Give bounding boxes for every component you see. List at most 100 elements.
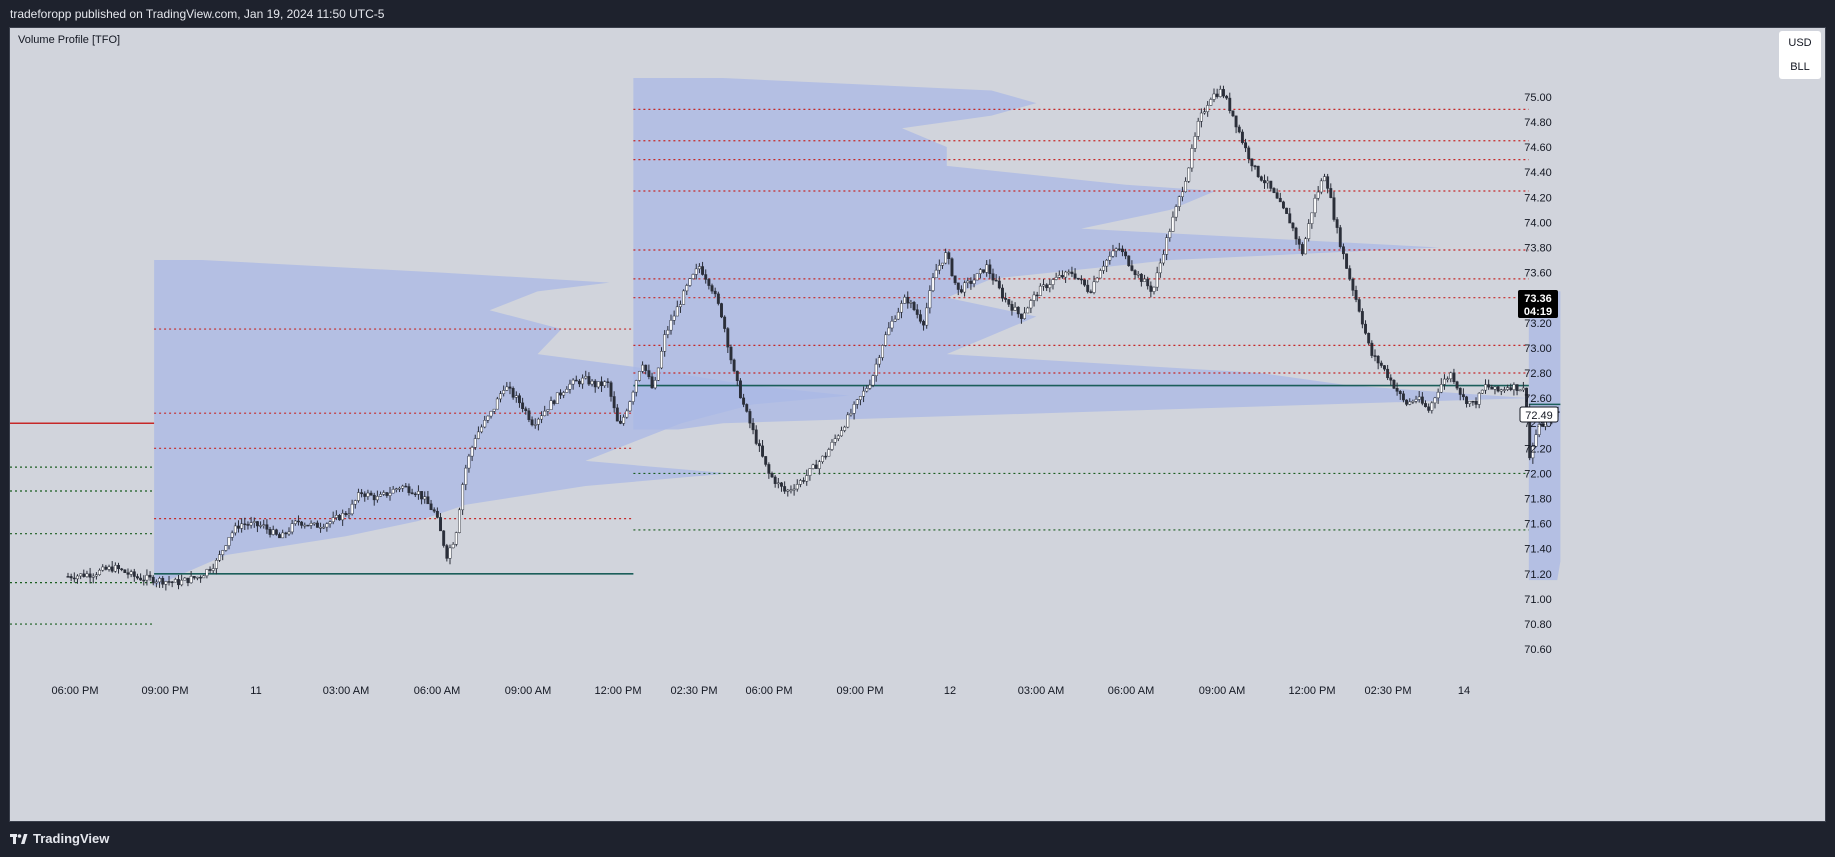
candle-body (249, 522, 253, 526)
candle-body (798, 480, 802, 485)
candle-body (404, 485, 408, 488)
candle-body (1070, 271, 1074, 275)
candle-body (1291, 222, 1295, 229)
candle-body (1383, 365, 1386, 370)
candle-body (274, 529, 278, 535)
candle-body (353, 500, 357, 505)
candle-body (824, 455, 828, 458)
candle-body (1496, 386, 1500, 392)
candle-body (846, 414, 850, 428)
candle-body (524, 408, 528, 412)
candle-body (416, 491, 420, 495)
candle-body (682, 290, 686, 305)
price-tick-label: 72.80 (1524, 368, 1552, 380)
candle-body (252, 521, 256, 523)
candle-body (1114, 248, 1118, 252)
candle-body (865, 388, 869, 392)
candle-body (877, 357, 881, 365)
candle-body (795, 484, 799, 490)
candle-body (764, 456, 768, 465)
candle-body (101, 566, 105, 571)
candle-body (1436, 391, 1440, 399)
candle-body (780, 482, 783, 487)
candle-body (666, 329, 670, 335)
candle-body (1304, 238, 1307, 255)
candle-body (499, 393, 502, 400)
candle-body (966, 280, 970, 284)
candle-body (622, 416, 626, 424)
candle-body (808, 468, 812, 476)
candle-body (969, 280, 973, 284)
candle-body (855, 399, 859, 405)
candle-body (707, 279, 711, 286)
candle-body (1540, 424, 1544, 427)
candle-body (1048, 284, 1052, 289)
candle-body (1139, 273, 1143, 282)
candle-body (136, 576, 139, 579)
candle-body (385, 492, 389, 496)
tradingview-logo[interactable]: TradingView (10, 831, 109, 846)
candle-body (454, 532, 458, 545)
candle-body (120, 568, 124, 571)
candle-body (164, 581, 168, 585)
candle-body (783, 486, 787, 492)
indicator-label[interactable]: Volume Profile [TFO] (18, 34, 121, 46)
candle-body (669, 320, 673, 331)
candle-body (565, 388, 569, 393)
candle-body (521, 402, 525, 410)
candle-body (514, 395, 518, 398)
candle-body (1231, 110, 1235, 117)
candle-body (467, 455, 471, 469)
time-tick-label: 09:00 PM (141, 685, 188, 697)
candle-body (1351, 278, 1355, 291)
candle-body (303, 524, 307, 527)
candle-body (1484, 384, 1487, 391)
price-tick-label: 73.00 (1524, 343, 1552, 355)
candle-body (407, 486, 411, 493)
candle-body (925, 307, 929, 326)
candle-body (852, 404, 856, 414)
candle-body (1272, 188, 1276, 193)
candle-body (154, 581, 158, 584)
candle-body (148, 574, 152, 578)
candle-body (173, 579, 177, 583)
candle-body (994, 279, 998, 282)
candle-body (1367, 333, 1371, 344)
candle-body (536, 418, 540, 425)
candle-body (331, 517, 335, 523)
candle-body (170, 581, 174, 584)
candle-body (1386, 368, 1390, 379)
price-chart[interactable]: 75.00 74.80 74.60 74.40 74.20 74.00 73.80 73.60… (10, 28, 1825, 821)
candle-body (1045, 284, 1049, 289)
candle-body (843, 426, 847, 431)
price-tick-label: 74.60 (1524, 142, 1552, 154)
price-axis[interactable]: 75.00 74.80 74.60 74.40 74.20 74.00 73.80 73.60… (1524, 92, 1552, 656)
candle-body (606, 381, 610, 383)
countdown-text: 04:19 (1524, 306, 1552, 318)
candle-body (915, 309, 919, 315)
candle-body (1199, 112, 1203, 122)
candle-body (1117, 248, 1121, 251)
candle-body (177, 579, 180, 586)
candle-body (1187, 167, 1191, 182)
candle-body (761, 445, 764, 457)
candle-body (1004, 297, 1008, 300)
candle-body (596, 381, 600, 388)
candle-body (663, 334, 667, 352)
candle-body (890, 320, 894, 329)
candle-body (1032, 294, 1036, 301)
candle-body (1158, 262, 1162, 274)
currency-box[interactable]: USD BLL (1779, 31, 1821, 79)
volume-profile-0 (154, 260, 850, 587)
candle-body (306, 524, 310, 527)
time-axis[interactable]: 06:00 PM 09:00 PM 11 03:00 AM 06:00 AM 09:00 … (51, 685, 1470, 697)
candle-body (1424, 403, 1427, 408)
candle-body (1256, 165, 1260, 177)
candle-body (584, 376, 588, 379)
candle-body (742, 397, 746, 405)
candle-body (360, 492, 364, 495)
candle-body (833, 438, 837, 443)
candle-body (767, 464, 771, 474)
candle-body (1376, 355, 1380, 364)
candle-body (293, 520, 297, 524)
